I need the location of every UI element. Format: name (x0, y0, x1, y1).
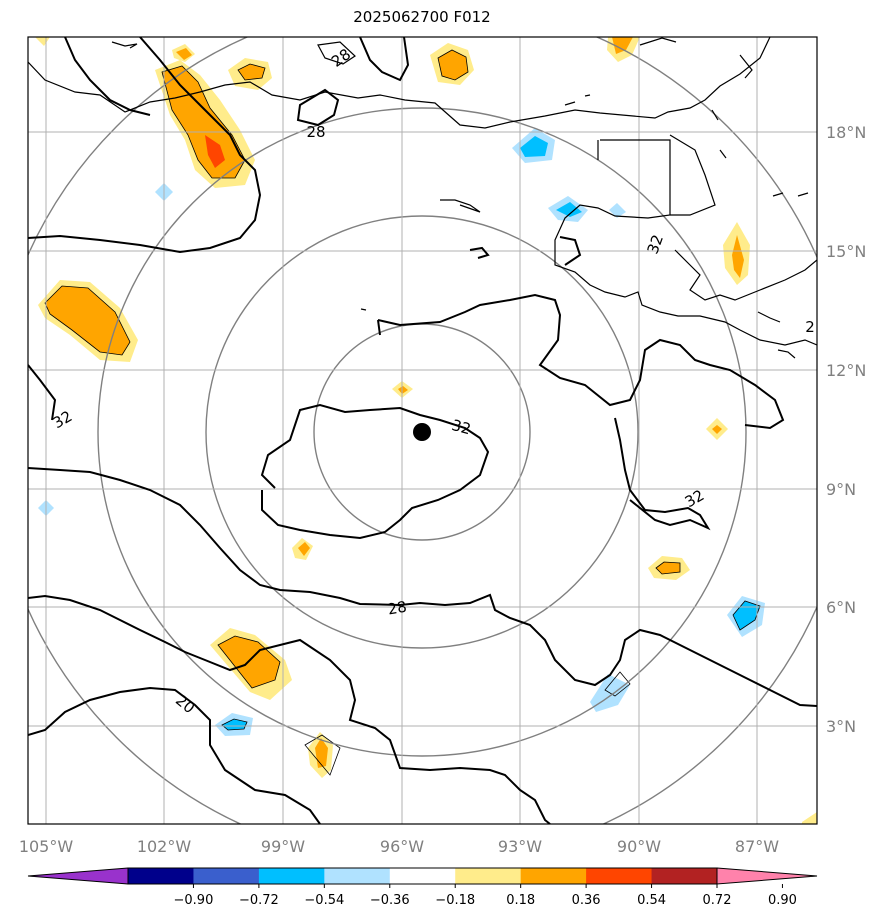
lon-label-90w: 90°W (617, 837, 661, 856)
map-title: 2025062700 F012 (353, 8, 491, 26)
contour-label-28-upper: 28 (306, 123, 325, 141)
coastlines (28, 37, 817, 359)
colorbar-bin (455, 868, 522, 884)
plot-area: 28 28 32 32 32 32 28 20 2 (28, 37, 817, 824)
colorbar-bin (193, 868, 260, 884)
colorbar-tick-label: −0.36 (370, 893, 410, 908)
colorbar-tick-label: 0.54 (637, 893, 666, 908)
contour-label-28-north: 28 (328, 45, 354, 71)
colorbar-tick-label: −0.18 (435, 893, 475, 908)
lat-label-18n: 18°N (826, 123, 866, 142)
colorbar-bin (258, 868, 325, 884)
colorbar-extend-low (28, 868, 128, 884)
lat-label-9n: 9°N (826, 480, 856, 499)
latitude-axis: 18°N 15°N 12°N 9°N 6°N 3°N (826, 123, 866, 736)
lon-label-105w: 105°W (19, 837, 74, 856)
colorbar-bin (389, 868, 456, 884)
colorbar-tick-label: −0.72 (239, 893, 279, 908)
colorbar-tick-label: −0.90 (174, 893, 214, 908)
colorbar-bin (520, 868, 587, 884)
contour-label-28-south: 28 (386, 598, 408, 619)
colorbar: −0.90 −0.72 −0.54 −0.36 −0.18 0.18 0.36 0.54 0.7… (27, 867, 818, 908)
lon-label-93w: 93°W (498, 837, 542, 856)
range-rings (28, 37, 817, 824)
lat-label-6n: 6°N (826, 598, 856, 617)
contour-label-20: 20 (172, 691, 198, 717)
storm-center-marker (413, 423, 431, 441)
colorbar-ticks: −0.90 −0.72 −0.54 −0.36 −0.18 0.18 0.36 0.54 0.7… (174, 884, 797, 908)
plot-frame (27, 36, 818, 825)
contour-label-edge: 2 (805, 318, 815, 336)
graticule (28, 37, 817, 824)
shaded-anomalies (35, 37, 817, 824)
colorbar-tick-label: 0.36 (572, 893, 601, 908)
colorbar-tick-label: −0.54 (304, 893, 344, 908)
contour-label-32-coast: 32 (644, 232, 667, 256)
lat-label-12n: 12°N (826, 361, 866, 380)
colorbar-bin (586, 868, 653, 884)
longitude-axis: 105°W 102°W 99°W 96°W 93°W 90°W 87°W (19, 837, 779, 856)
colorbar-frame (127, 867, 718, 885)
lon-label-99w: 99°W (261, 837, 305, 856)
lon-label-87w: 87°W (735, 837, 779, 856)
colorbar-extend-high (717, 868, 817, 884)
contour-lines (28, 37, 817, 824)
lat-label-3n: 3°N (826, 717, 856, 736)
colorbar-segments (28, 868, 817, 884)
lon-label-102w: 102°W (137, 837, 192, 856)
colorbar-bin (651, 868, 718, 884)
colorbar-bin (128, 868, 194, 884)
colorbar-tick-label: 0.72 (703, 893, 732, 908)
lat-label-15n: 15°N (826, 242, 866, 261)
colorbar-tick-label: 0.18 (506, 893, 535, 908)
contour-label-32-center: 32 (450, 416, 473, 438)
colorbar-bin (324, 868, 391, 884)
colorbar-tick-label: 0.90 (768, 893, 797, 908)
lon-label-96w: 96°W (380, 837, 424, 856)
